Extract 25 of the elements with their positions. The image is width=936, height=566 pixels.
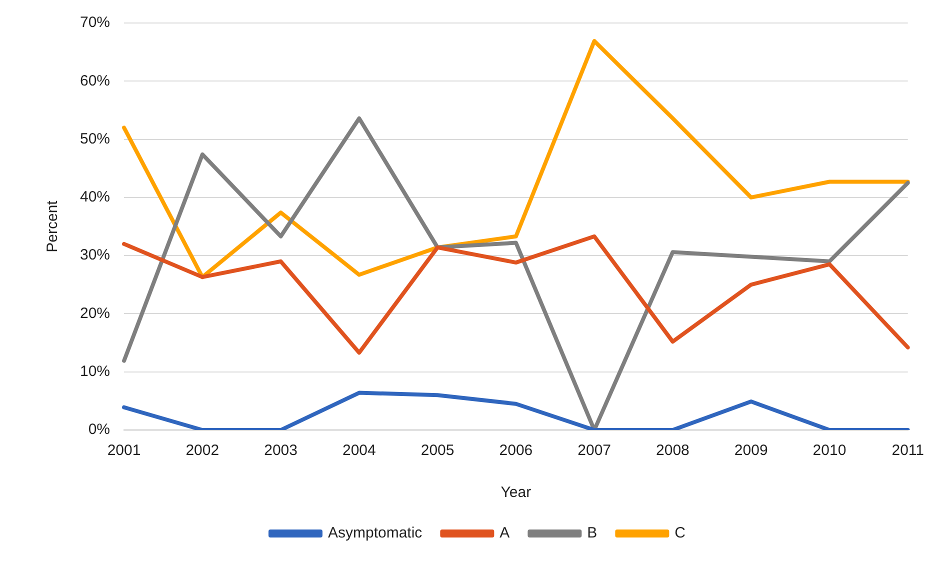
x-tick-label: 2010 [812, 442, 846, 460]
legend-label: B [587, 524, 598, 542]
x-tick-label: 2002 [186, 442, 220, 460]
legend-label: C [674, 524, 686, 542]
x-tick-label: 2008 [656, 442, 690, 460]
x-tick-label: 2001 [107, 442, 141, 460]
y-tick-label: 10% [80, 363, 110, 380]
y-tick-label: 40% [80, 188, 110, 206]
x-tick-label: 2006 [499, 442, 533, 460]
y-tick-label: 60% [80, 72, 110, 90]
legend-label: Asymptomatic [328, 524, 423, 542]
y-tick-label: 50% [80, 130, 110, 148]
x-axis-title: Year [500, 484, 532, 502]
x-tick-label: 2003 [264, 442, 298, 460]
x-tick-label: 2009 [734, 442, 768, 460]
x-tick-label: 2007 [578, 442, 612, 460]
x-tick-label: 2004 [342, 442, 376, 460]
y-axis-title: Percent [44, 200, 62, 252]
x-tick-label: 2005 [420, 442, 454, 460]
y-tick-label: 0% [88, 421, 110, 438]
y-tick-label: 20% [80, 304, 110, 322]
y-tick-label: 30% [80, 246, 110, 264]
legend-label: A [500, 524, 510, 542]
x-tick-label: 2011 [892, 442, 924, 460]
y-tick-label: 70% [80, 14, 110, 32]
